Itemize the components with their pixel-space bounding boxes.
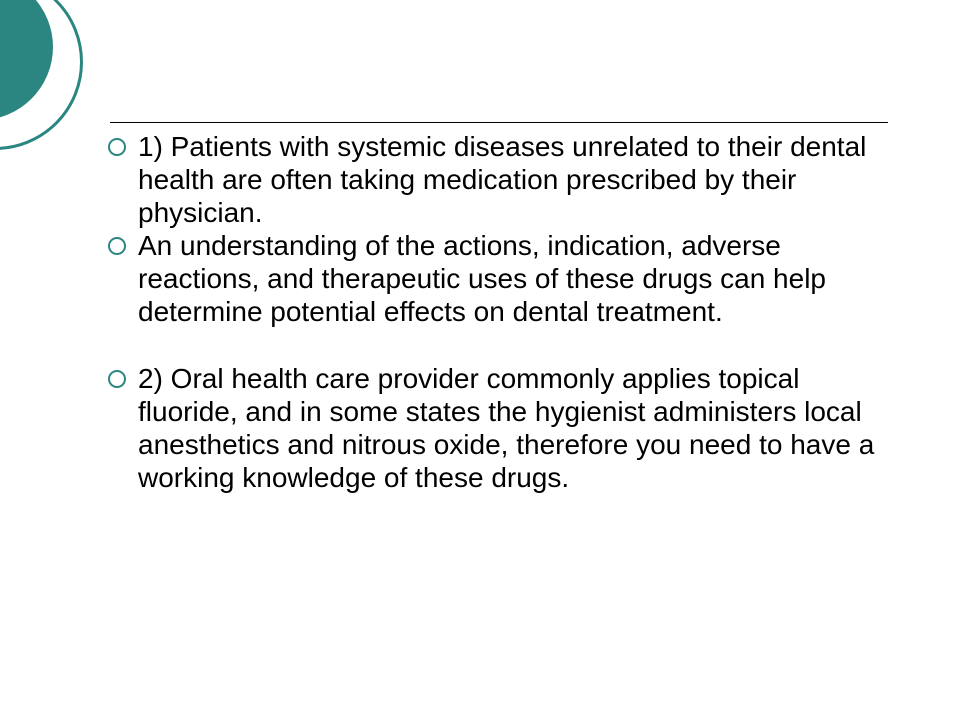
slide: 1) Patients with systemic diseases unrel… [0,0,960,720]
bullet-circle-icon [108,138,126,156]
title-divider [110,122,888,123]
bullet-item: 1) Patients with systemic diseases unrel… [108,130,898,229]
spacer [108,328,898,362]
bullet-text: An understanding of the actions, indicat… [138,229,898,328]
bullet-circle-icon [108,370,126,388]
bullet-item: 2) Oral health care provider commonly ap… [108,362,898,494]
bullet-text: 1) Patients with systemic diseases unrel… [138,130,898,229]
bullet-text: 2) Oral health care provider commonly ap… [138,362,898,494]
bullet-circle-icon [108,237,126,255]
content-area: 1) Patients with systemic diseases unrel… [108,130,898,494]
bullet-item: An understanding of the actions, indicat… [108,229,898,328]
